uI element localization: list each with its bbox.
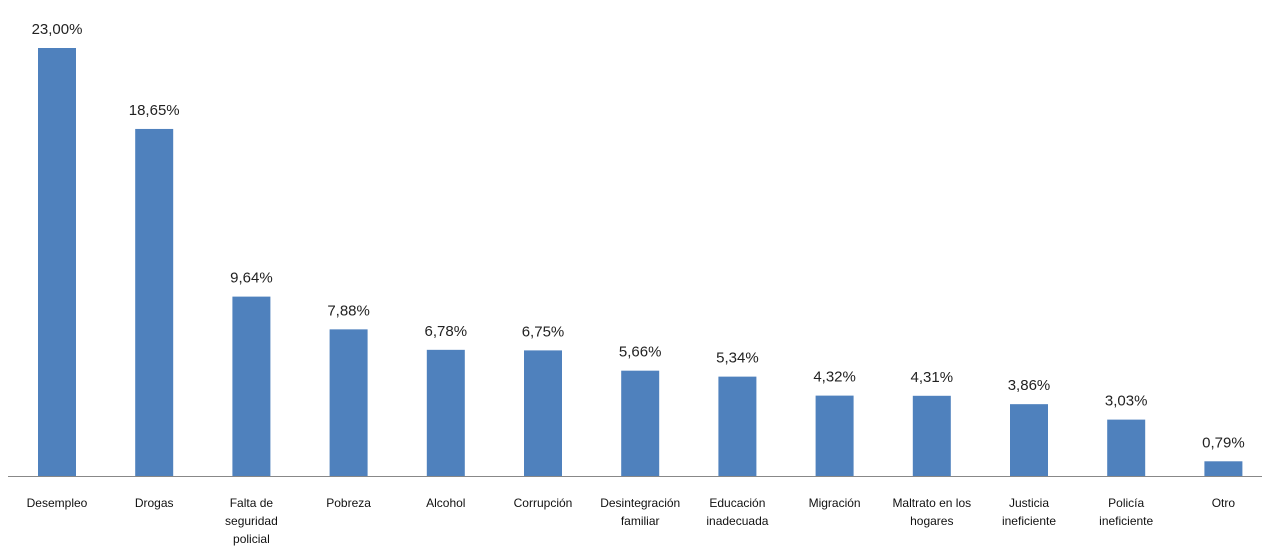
x-tick-label: Falta de seguridad policial	[225, 496, 278, 546]
bar	[621, 370, 660, 476]
bar	[912, 395, 951, 476]
x-tick-label: Justicia ineficiente	[1001, 496, 1057, 528]
bar	[1107, 419, 1146, 476]
bar	[815, 395, 854, 476]
data-label: 7,88%	[327, 302, 370, 319]
data-label: 0,79%	[1202, 434, 1245, 451]
data-label: 5,66%	[619, 344, 662, 361]
x-tick-label: Drogas	[134, 496, 174, 510]
data-label: 4,31%	[911, 369, 954, 386]
bar	[38, 48, 76, 476]
data-label: 6,78%	[425, 323, 468, 340]
x-tick-label: Policía ineficiente	[1099, 496, 1154, 528]
bar	[718, 376, 757, 476]
bar	[232, 296, 271, 476]
data-label: 3,86%	[1008, 377, 1051, 394]
x-tick-label: Migración	[808, 496, 861, 510]
bar	[329, 329, 368, 476]
bar	[426, 349, 465, 476]
x-tick-label: Alcohol	[426, 496, 466, 510]
data-label: 4,32%	[813, 369, 856, 386]
data-label: 5,34%	[716, 350, 759, 367]
data-label: 23,00%	[32, 21, 83, 38]
x-tick-label: Corrupción	[513, 496, 573, 510]
bar	[1204, 461, 1243, 476]
data-label: 6,75%	[522, 323, 565, 340]
data-label: 18,65%	[129, 102, 180, 119]
x-tick-label: Desintegración familiar	[600, 496, 681, 528]
x-tick-label: Otro	[1211, 496, 1236, 510]
data-label: 3,03%	[1105, 393, 1148, 410]
x-tick-label: Desempleo	[26, 496, 88, 510]
bar	[1010, 404, 1048, 476]
data-label: 9,64%	[230, 270, 273, 287]
x-tick-label: Maltrato en los hogares	[892, 496, 972, 528]
bar	[135, 128, 174, 477]
x-tick-label: Educación inadecuada	[706, 496, 769, 528]
x-tick-label: Pobreza	[326, 496, 371, 510]
bar	[524, 350, 562, 476]
